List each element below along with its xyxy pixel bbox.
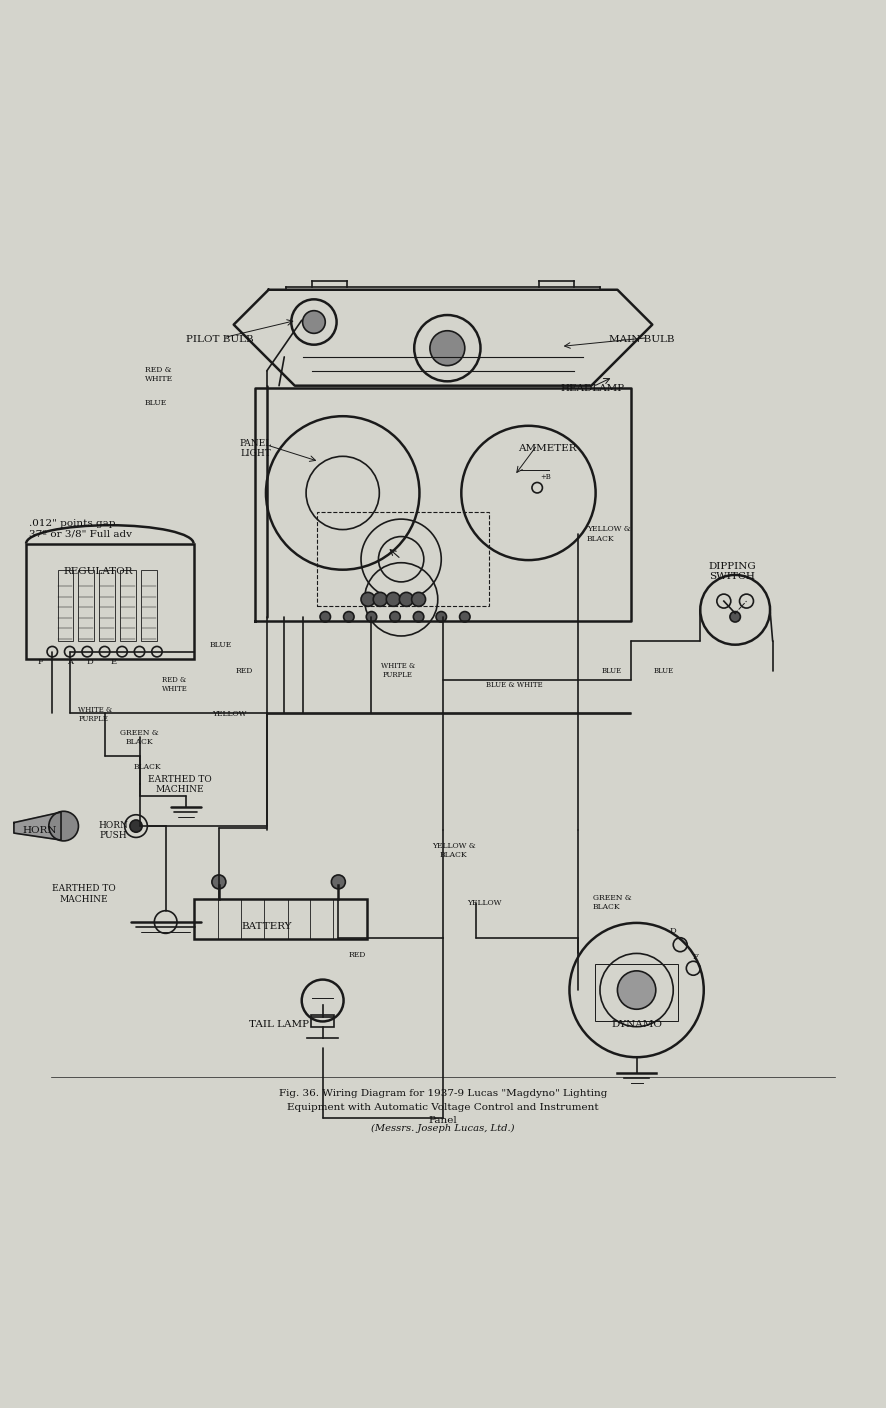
- Circle shape: [366, 611, 377, 622]
- Circle shape: [430, 331, 465, 366]
- Text: YELLOW: YELLOW: [468, 898, 502, 907]
- Text: PANEL
LIGHT: PANEL LIGHT: [239, 439, 272, 458]
- Circle shape: [303, 311, 325, 334]
- Bar: [58, 570, 74, 641]
- Text: WHITE &
PURPLE: WHITE & PURPLE: [380, 662, 415, 680]
- Text: +B: +B: [540, 473, 551, 482]
- Text: D: D: [670, 926, 677, 935]
- Circle shape: [49, 811, 79, 841]
- Text: Fig. 36. Wiring Diagram for 1937-9 Lucas "Magdyno" Lighting
Equipment with Autom: Fig. 36. Wiring Diagram for 1937-9 Lucas…: [279, 1090, 607, 1125]
- Text: E: E: [110, 658, 116, 666]
- Circle shape: [390, 611, 400, 622]
- Circle shape: [344, 611, 354, 622]
- Bar: [120, 570, 136, 641]
- Text: HORN: HORN: [23, 826, 58, 835]
- Text: MAIN BULB: MAIN BULB: [609, 335, 674, 344]
- Circle shape: [412, 593, 425, 607]
- Circle shape: [331, 874, 346, 888]
- Text: DYNAMO: DYNAMO: [611, 1021, 662, 1029]
- Text: GREEN &
BLACK: GREEN & BLACK: [593, 894, 632, 911]
- Bar: [595, 964, 679, 1021]
- Text: EARTHED TO
MACHINE: EARTHED TO MACHINE: [51, 884, 115, 904]
- Text: BLUE: BLUE: [654, 667, 674, 674]
- Text: .012" points gap
37º or 3/8" Full adv: .012" points gap 37º or 3/8" Full adv: [28, 520, 132, 538]
- Text: D: D: [87, 658, 93, 666]
- Text: RED &
WHITE: RED & WHITE: [144, 366, 173, 383]
- Text: WHITE &
PURPLE: WHITE & PURPLE: [79, 705, 113, 724]
- Text: HORN
PUSH: HORN PUSH: [98, 821, 128, 841]
- Text: PILOT BULB: PILOT BULB: [186, 335, 253, 344]
- Text: HEADLAMP: HEADLAMP: [561, 384, 625, 393]
- Text: (Messrs. Joseph Lucas, Ltd.): (Messrs. Joseph Lucas, Ltd.): [371, 1125, 515, 1133]
- Text: YELLOW &
BLACK: YELLOW & BLACK: [587, 525, 631, 542]
- Text: YELLOW &
BLACK: YELLOW & BLACK: [431, 842, 475, 859]
- Text: YELLOW: YELLOW: [212, 711, 246, 718]
- Circle shape: [212, 874, 226, 888]
- Text: AMMETER: AMMETER: [518, 444, 577, 453]
- Text: TAIL LAMP: TAIL LAMP: [249, 1021, 309, 1029]
- Bar: [99, 570, 115, 641]
- Text: EARTHED TO
MACHINE: EARTHED TO MACHINE: [148, 774, 212, 794]
- Text: F: F: [693, 953, 699, 960]
- Text: BLUE: BLUE: [209, 641, 231, 649]
- Bar: [141, 570, 157, 641]
- Text: BLACK: BLACK: [134, 763, 161, 770]
- Text: BLUE & WHITE: BLUE & WHITE: [486, 681, 543, 689]
- Circle shape: [361, 593, 375, 607]
- Circle shape: [130, 819, 142, 832]
- Text: F: F: [37, 658, 43, 666]
- Text: BLUE: BLUE: [144, 398, 167, 407]
- Circle shape: [436, 611, 447, 622]
- Text: BLUE: BLUE: [602, 667, 622, 674]
- Text: REGULATOR: REGULATOR: [64, 567, 133, 576]
- Circle shape: [400, 593, 414, 607]
- Circle shape: [618, 972, 656, 1010]
- Bar: [316, 513, 489, 607]
- Text: RED: RED: [349, 952, 366, 959]
- Circle shape: [730, 611, 741, 622]
- Circle shape: [320, 611, 330, 622]
- Bar: [194, 900, 367, 939]
- Circle shape: [414, 611, 424, 622]
- Bar: [311, 1015, 334, 1026]
- Polygon shape: [14, 812, 61, 841]
- Text: RED &
WHITE: RED & WHITE: [162, 676, 188, 693]
- Text: GREEN &
BLACK: GREEN & BLACK: [120, 728, 159, 746]
- Circle shape: [386, 593, 400, 607]
- Text: A: A: [66, 658, 73, 666]
- Text: BATTERY: BATTERY: [242, 922, 292, 931]
- Text: RED: RED: [236, 667, 253, 674]
- Circle shape: [373, 593, 387, 607]
- Text: DIPPING
SWITCH: DIPPING SWITCH: [709, 562, 757, 582]
- Bar: [26, 543, 193, 659]
- Bar: [79, 570, 94, 641]
- Circle shape: [460, 611, 470, 622]
